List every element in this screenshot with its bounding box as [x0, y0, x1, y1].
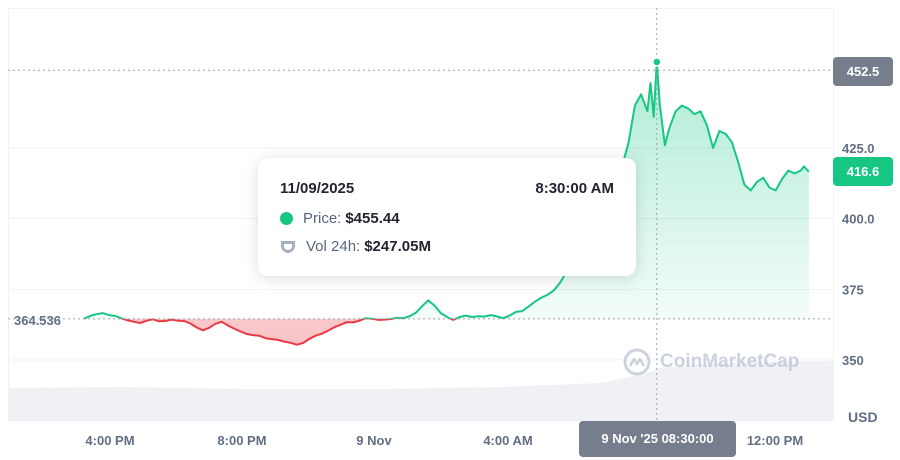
- x-tick-label: 12:00 PM: [747, 433, 803, 448]
- y-tick-label: 400.0: [842, 212, 875, 227]
- hover-point: [652, 57, 662, 67]
- current-price-badge: 416.6: [833, 157, 893, 186]
- volume-shield-icon: [281, 240, 295, 253]
- coinmarketcap-logo-icon: [623, 348, 651, 376]
- price-dot-icon: [280, 212, 293, 225]
- tooltip-price-row: Price: $455.44: [280, 210, 400, 227]
- x-tick-label: 4:00 PM: [85, 433, 134, 448]
- y-tick-label: 375: [842, 282, 864, 297]
- price-tooltip: 11/09/2025 8:30:00 AM Price: $455.44 Vol…: [258, 158, 636, 276]
- price-area-down: [123, 318, 456, 345]
- price-line-up: [83, 61, 810, 319]
- tooltip-volume-label: Vol 24h:: [306, 238, 361, 255]
- currency-label: USD: [848, 409, 878, 425]
- crosshair-time-badge: 9 Nov '25 08:30:00: [579, 421, 736, 457]
- open-price-label: 364.536: [14, 313, 61, 328]
- tooltip-volume-value: $247.05M: [364, 238, 431, 255]
- tooltip-volume-row: Vol 24h: $247.05M: [280, 238, 431, 255]
- y-axis: 350 375 400.0 425.0: [842, 141, 875, 368]
- x-axis: 4:00 PM 8:00 PM 9 Nov 4:00 AM 12:00 PM: [85, 433, 803, 448]
- x-tick-label: 9 Nov: [356, 433, 392, 448]
- tooltip-price-label: Price:: [303, 210, 342, 227]
- volume-area: [8, 361, 833, 421]
- y-tick-label: 350: [842, 353, 864, 368]
- tooltip-price-value: $455.44: [345, 210, 400, 227]
- x-tick-label: 4:00 AM: [483, 433, 532, 448]
- watermark-text: CoinMarketCap: [660, 351, 800, 372]
- y-tick-label: 425.0: [842, 141, 875, 156]
- high-price-badge: 452.5: [833, 57, 893, 86]
- tooltip-time: 8:30:00 AM: [535, 180, 614, 197]
- x-tick-label: 8:00 PM: [217, 433, 266, 448]
- tooltip-date: 11/09/2025: [280, 180, 355, 197]
- watermark: CoinMarketCap: [622, 347, 799, 377]
- price-line-down: [84, 318, 505, 346]
